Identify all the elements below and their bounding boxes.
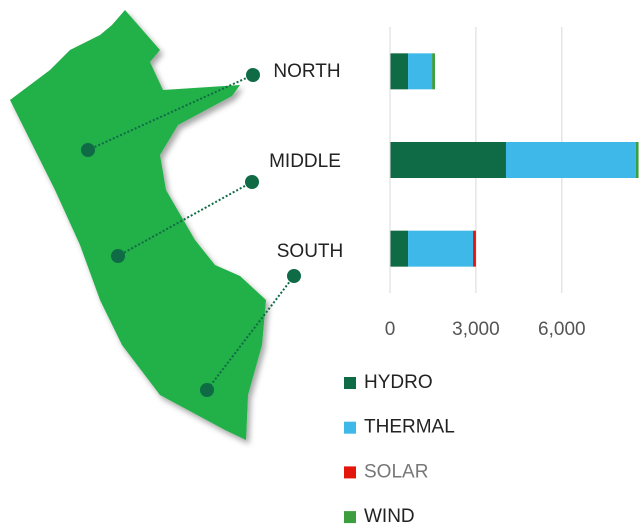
bar-segment (635, 142, 639, 178)
dot (200, 383, 214, 397)
x-tick-label: 6,000 (538, 319, 586, 340)
map (10, 10, 266, 440)
dot (246, 68, 260, 82)
category-label: NORTH (273, 61, 340, 82)
bar-segment (408, 53, 433, 90)
dot (245, 175, 259, 189)
legend-swatch (344, 466, 356, 479)
dot (81, 143, 95, 157)
bar-segment (432, 53, 435, 90)
bar-segment (390, 53, 409, 90)
legend-label: HYDRO (364, 372, 433, 393)
legend-swatch (344, 377, 356, 389)
legend-label: SOLAR (364, 461, 428, 482)
connector (117, 181, 253, 257)
bar-segment (408, 230, 474, 267)
bar-segment (505, 142, 636, 178)
dot (111, 249, 125, 263)
dot (287, 269, 301, 283)
legend-swatch (344, 421, 356, 434)
x-tick-label: 3,000 (452, 319, 500, 340)
dots (81, 68, 301, 397)
x-tick-label: 0 (385, 319, 396, 340)
bar-segment (390, 142, 506, 178)
bar-segment (390, 230, 409, 267)
legend-label: WIND (364, 506, 415, 527)
bar-segment (473, 230, 476, 267)
category-label: MIDDLE (269, 151, 341, 172)
legend-label: THERMAL (364, 417, 455, 438)
connectors (87, 74, 295, 391)
legend-swatch (344, 511, 356, 524)
category-label: SOUTH (277, 241, 344, 262)
